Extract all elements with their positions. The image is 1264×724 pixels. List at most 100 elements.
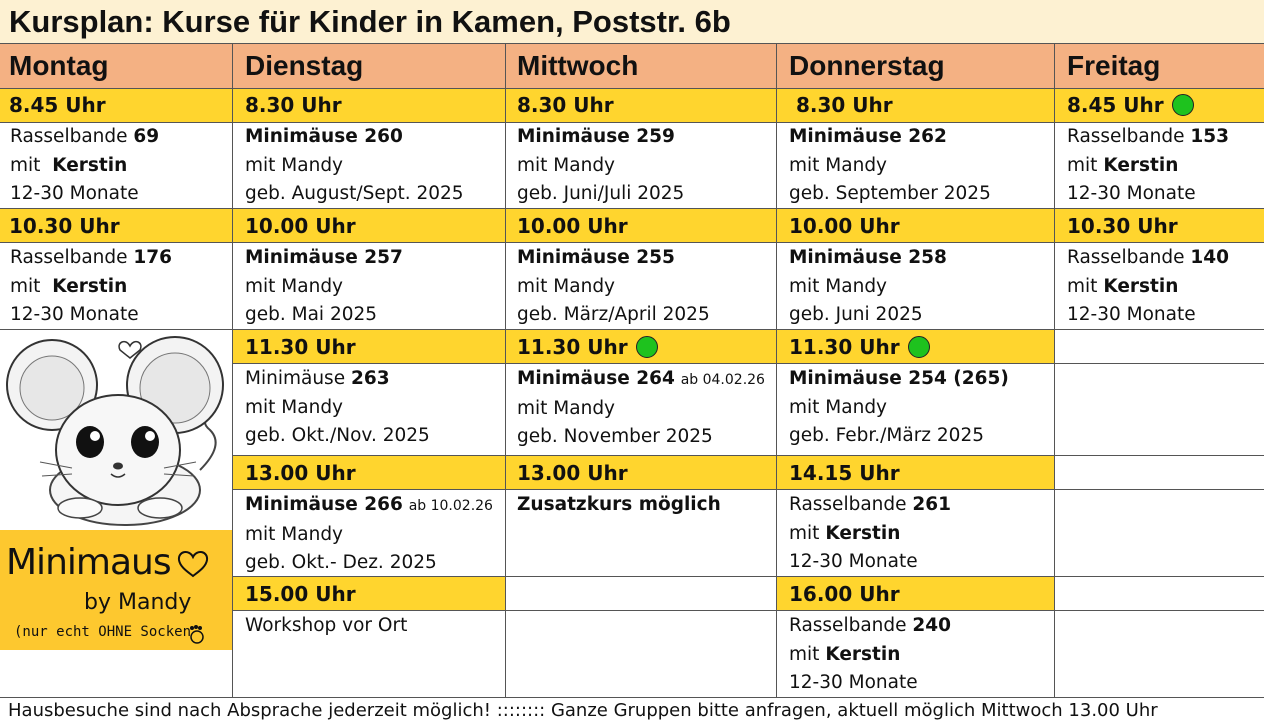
course-age: 12-30 Monate (10, 183, 139, 204)
course-number: 261 (912, 494, 952, 515)
course-number: 140 (1190, 247, 1230, 268)
course-age: geb. Juni/Juli 2025 (517, 183, 685, 204)
grid-line (0, 242, 1264, 243)
course-do-5: Rasselbande 240 mit Kerstin 12-30 Monate (789, 612, 951, 698)
course-fr-1: Rasselbande 153 mit Kerstin 12-30 Monate (1067, 123, 1229, 209)
logo-tagline: (nur echt OHNE Socken (14, 624, 192, 640)
green-dot-icon (635, 336, 658, 358)
time-mi-4: 13.00 Uhr (517, 461, 628, 485)
course-name: Zusatzkurs möglich (517, 494, 721, 515)
course-age: geb. September 2025 (789, 183, 991, 204)
course-with: mit (10, 154, 41, 176)
course-with: mit Mandy (517, 397, 616, 419)
time-di-3: 11.30 Uhr (245, 335, 356, 359)
time-row-5-thu (777, 577, 1054, 610)
time-do-1: 8.30 Uhr (796, 93, 893, 117)
time-row-5-tue (233, 577, 505, 610)
course-name: Minimäuse 260 (245, 126, 403, 147)
course-name: Minimäuse 262 (789, 126, 947, 147)
time-mi-3-wrap: 11.30 Uhr (517, 335, 658, 359)
time-fr-2: 10.30 Uhr (1067, 214, 1178, 238)
course-age: 12-30 Monate (789, 551, 918, 572)
grid-line (776, 43, 777, 698)
time-row-2 (0, 209, 1264, 242)
grid-line (0, 43, 1264, 44)
course-name: Minimäuse 259 (517, 126, 675, 147)
time-mi-1: 8.30 Uhr (517, 93, 614, 117)
grid-line (233, 489, 1264, 490)
course-with: mit Mandy (245, 275, 344, 297)
course-with: mit Mandy (245, 396, 344, 418)
course-name: Minimäuse 255 (517, 247, 675, 268)
course-name: Minimäuse (245, 368, 346, 389)
time-row-1 (0, 89, 1264, 122)
day-monday: Montag (9, 50, 109, 81)
course-teacher: Kerstin (52, 154, 128, 176)
day-header-row (0, 44, 1264, 88)
course-age: 12-30 Monate (1067, 304, 1196, 325)
logo-title: Minimaus (6, 542, 172, 583)
course-number: 69 (133, 126, 160, 147)
heart-icon (177, 551, 209, 578)
course-with: mit Mandy (517, 275, 616, 297)
course-teacher: Kerstin (825, 522, 901, 544)
course-name: Workshop vor Ort (245, 615, 408, 636)
minimaus-logo: Minimaus by Mandy (nur echt OHNE Socken (0, 330, 232, 650)
course-mi-3: Minimäuse 264 ab 04.02.26 mit Mandy geb.… (517, 365, 765, 452)
course-mi-4: Zusatzkurs möglich (517, 491, 721, 520)
grid-line (233, 576, 1264, 577)
course-name: Minimäuse 254 (265) (789, 368, 1009, 389)
time-do-3: 11.30 Uhr (789, 335, 900, 359)
course-number: 240 (912, 615, 952, 636)
course-with: mit Mandy (245, 154, 344, 176)
course-with: mit Mandy (789, 396, 888, 418)
course-name: Rasselbande (1067, 247, 1185, 268)
course-name: Rasselbande (789, 615, 907, 636)
time-fr-1: 8.45 Uhr (1067, 93, 1164, 117)
grid-line (233, 363, 1264, 364)
course-number: 263 (350, 368, 390, 389)
course-age: 12-30 Monate (789, 672, 918, 693)
course-teacher: Kerstin (52, 275, 128, 297)
logo-subtitle: by Mandy (84, 590, 192, 615)
course-name: Rasselbande (10, 247, 128, 268)
course-age: geb. Juni 2025 (789, 304, 923, 325)
grid-line (232, 43, 233, 698)
course-mo-1: Rasselbande 69 mit Kerstin 12-30 Monate (10, 123, 159, 209)
course-name: Rasselbande (789, 494, 907, 515)
course-name: Minimäuse 266 (245, 494, 403, 515)
course-mi-1: Minimäuse 259 mit Mandy geb. Juni/Juli 2… (517, 123, 684, 209)
course-age: geb. Okt./Nov. 2025 (245, 425, 430, 446)
course-age: geb. November 2025 (517, 426, 713, 447)
course-fr-2: Rasselbande 140 mit Kerstin 12-30 Monate (1067, 244, 1229, 330)
day-thursday: Donnerstag (789, 50, 945, 81)
course-age: geb. Okt.- Dez. 2025 (245, 552, 437, 573)
time-row-4 (233, 456, 1054, 489)
mouse-illustration (0, 330, 232, 530)
grid-line (233, 610, 1264, 611)
time-do-3-wrap: 11.30 Uhr (789, 335, 930, 359)
course-age: geb. Febr./März 2025 (789, 425, 984, 446)
grid-line (0, 697, 1264, 698)
course-with: mit (10, 275, 41, 297)
grid-line (1054, 43, 1055, 698)
course-with: mit (1067, 275, 1098, 297)
course-teacher: Kerstin (1103, 275, 1179, 297)
course-note: ab 10.02.26 (408, 498, 493, 514)
course-with: mit Mandy (789, 154, 888, 176)
grid-line (0, 329, 1264, 330)
course-teacher: Kerstin (1103, 154, 1179, 176)
course-name: Minimäuse 257 (245, 247, 403, 268)
grid-line (0, 122, 1264, 123)
course-do-1: Minimäuse 262 mit Mandy geb. September 2… (789, 123, 991, 209)
day-wednesday: Mittwoch (517, 50, 639, 81)
course-with: mit (1067, 154, 1098, 176)
time-di-4: 13.00 Uhr (245, 461, 356, 485)
course-with: mit (789, 522, 820, 544)
course-do-2: Minimäuse 258 mit Mandy geb. Juni 2025 (789, 244, 947, 330)
course-note: ab 04.02.26 (680, 372, 765, 388)
course-di-5: Workshop vor Ort (245, 612, 407, 641)
course-age: geb. August/Sept. 2025 (245, 183, 464, 204)
time-do-4: 14.15 Uhr (789, 461, 900, 485)
course-teacher: Kerstin (825, 643, 901, 665)
